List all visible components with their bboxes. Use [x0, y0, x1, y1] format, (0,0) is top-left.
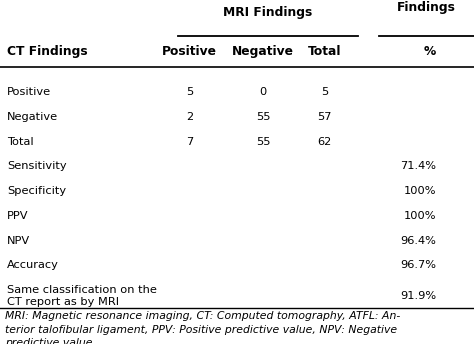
Text: Negative: Negative [232, 45, 294, 58]
Text: PPV: PPV [7, 211, 28, 221]
Text: 96.7%: 96.7% [400, 260, 436, 270]
Text: 100%: 100% [403, 211, 436, 221]
Text: Statistical
Findings: Statistical Findings [392, 0, 461, 14]
Text: 62: 62 [318, 137, 332, 147]
Text: 2: 2 [186, 112, 193, 122]
Text: Accuracy: Accuracy [7, 260, 59, 270]
Text: Total: Total [7, 137, 34, 147]
Text: Sensitivity: Sensitivity [7, 161, 67, 171]
Text: 55: 55 [256, 112, 270, 122]
Text: 57: 57 [318, 112, 332, 122]
Text: Positive: Positive [7, 87, 51, 97]
Text: NPV: NPV [7, 236, 30, 246]
Text: 71.4%: 71.4% [400, 161, 436, 171]
Text: 5: 5 [186, 87, 193, 97]
Text: Same classification on the
CT report as by MRI: Same classification on the CT report as … [7, 285, 157, 307]
Text: MRI Findings: MRI Findings [223, 6, 312, 19]
Text: 91.9%: 91.9% [400, 291, 436, 301]
Text: Total: Total [308, 45, 341, 58]
Text: MRI: Magnetic resonance imaging, CT: Computed tomography, ATFL: An-
terior talof: MRI: Magnetic resonance imaging, CT: Com… [5, 311, 400, 344]
Text: Negative: Negative [7, 112, 58, 122]
Text: 0: 0 [259, 87, 267, 97]
Text: 7: 7 [186, 137, 193, 147]
Text: 5: 5 [321, 87, 328, 97]
Text: 96.4%: 96.4% [400, 236, 436, 246]
Text: Positive: Positive [162, 45, 217, 58]
Text: Specificity: Specificity [7, 186, 66, 196]
Text: %: % [424, 45, 436, 58]
Text: CT Findings: CT Findings [7, 45, 88, 58]
Text: 55: 55 [256, 137, 270, 147]
Text: 100%: 100% [403, 186, 436, 196]
